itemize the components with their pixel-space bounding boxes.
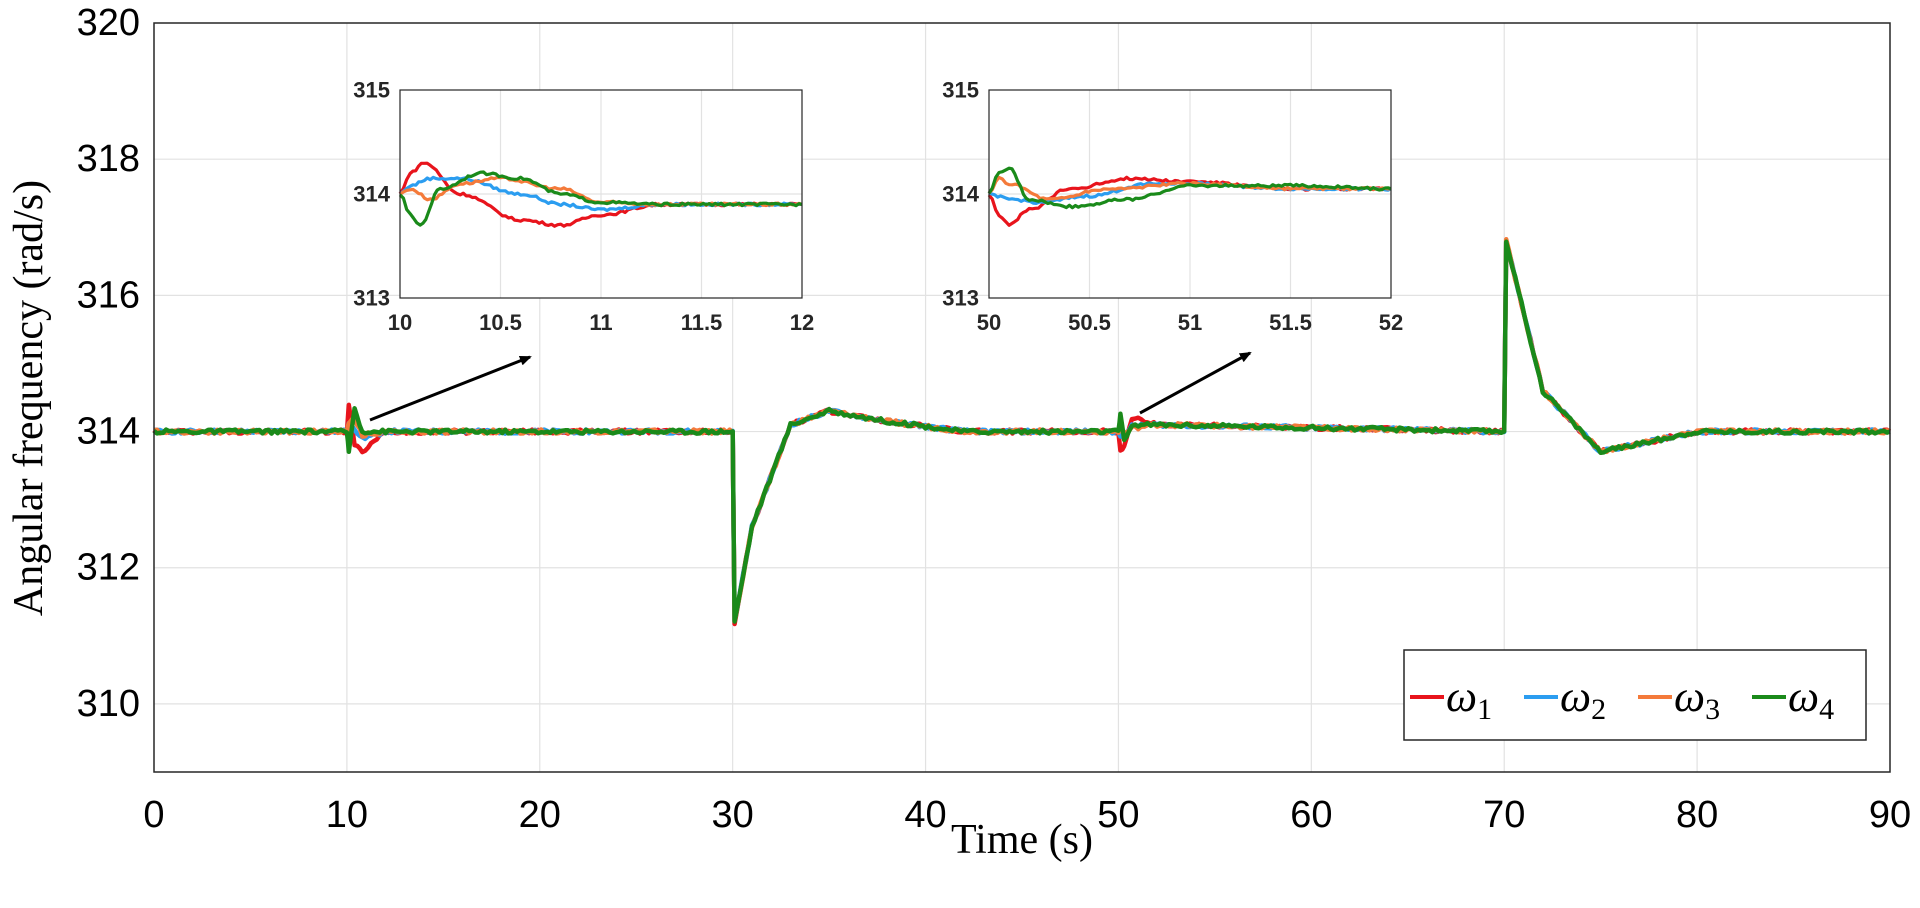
x-axis-title: Time (s) xyxy=(951,817,1093,863)
inset-2-frame xyxy=(988,89,1392,299)
legend-symbol-4: ω xyxy=(1788,672,1819,721)
inset1-x-tick-label: 12 xyxy=(790,310,814,335)
inset2-x-tick-label: 51.5 xyxy=(1269,310,1312,335)
main-y-tick-label: 320 xyxy=(77,2,140,44)
inset1-y-tick-label: 314 xyxy=(353,182,390,207)
main-y-tick-label: 310 xyxy=(77,683,140,725)
main-x-tick-label: 10 xyxy=(326,794,368,836)
main-y-tick-labels: 310 312 314 316 318 320 xyxy=(77,2,140,725)
main-x-tick-label: 0 xyxy=(143,794,164,836)
main-x-tick-labels: 0 10 20 30 40 50 60 70 80 90 xyxy=(143,794,1911,836)
inset1-x-tick-label: 11 xyxy=(589,310,612,335)
main-x-tick-label: 80 xyxy=(1676,794,1718,836)
legend-symbol-1: ω xyxy=(1446,672,1477,721)
legend-box xyxy=(1403,649,1867,741)
main-plot-frame xyxy=(153,22,1891,773)
legend-label-2: ω2 xyxy=(1560,672,1606,726)
y-axis-title: Angular frequency (rad/s) xyxy=(6,180,52,616)
inset-chart-2: 50 50.5 51 51.5 52 313 314 315 xyxy=(942,78,1403,336)
legend-subscript-4: 4 xyxy=(1819,693,1834,726)
main-x-tick-label: 60 xyxy=(1290,794,1332,836)
inset-1-frame xyxy=(399,89,803,299)
inset1-y-tick-label: 315 xyxy=(353,78,390,103)
inset1-x-tick-label: 11.5 xyxy=(681,310,723,335)
inset2-y-tick-label: 313 xyxy=(942,286,979,311)
inset-2-series-lines xyxy=(987,166,1392,227)
legend-subscript-2: 2 xyxy=(1591,693,1606,726)
inset-1-series-lines xyxy=(398,161,803,228)
zoom-arrow-2 xyxy=(1139,351,1252,415)
inset2-series-line-4 xyxy=(987,166,1392,210)
main-x-tick-label: 70 xyxy=(1483,794,1525,836)
main-x-tick-label: 30 xyxy=(712,794,754,836)
legend-items: ω1 ω2 ω3 ω4 xyxy=(1410,672,1834,726)
inset2-y-tick-label: 315 xyxy=(942,78,979,103)
inset1-series-line-4 xyxy=(398,170,803,227)
inset-2-y-tick-labels: 313 314 315 xyxy=(942,78,979,311)
inset-chart-1: 10 10.5 11 11.5 12 313 314 315 xyxy=(353,78,814,336)
inset-1-y-tick-labels: 313 314 315 xyxy=(353,78,390,311)
legend-subscript-3: 3 xyxy=(1705,693,1720,726)
inset2-y-tick-label: 314 xyxy=(942,182,979,207)
inset2-x-tick-label: 51 xyxy=(1178,310,1202,335)
main-y-tick-label: 314 xyxy=(77,411,140,453)
main-y-tick-label: 316 xyxy=(77,274,140,316)
inset1-y-tick-label: 313 xyxy=(353,286,390,311)
inset2-x-tick-label: 52 xyxy=(1379,310,1403,335)
legend-label-1: ω1 xyxy=(1446,672,1492,726)
legend: ω1 ω2 ω3 ω4 xyxy=(1403,649,1867,741)
main-x-tick-label: 40 xyxy=(904,794,946,836)
legend-label-3: ω3 xyxy=(1674,672,1720,726)
inset1-x-tick-label: 10 xyxy=(388,310,412,335)
main-x-tick-label: 20 xyxy=(519,794,561,836)
inset-2-x-tick-labels: 50 50.5 51 51.5 52 xyxy=(977,310,1403,335)
main-series-line-4 xyxy=(152,239,1891,624)
inset-1-x-tick-labels: 10 10.5 11 11.5 12 xyxy=(388,310,814,335)
legend-label-4: ω4 xyxy=(1788,672,1834,726)
inset-2-grid xyxy=(989,90,1391,298)
zoom-arrow-1 xyxy=(369,355,532,422)
main-y-tick-label: 318 xyxy=(77,138,140,180)
legend-subscript-1: 1 xyxy=(1477,693,1492,726)
inset-1-grid xyxy=(400,90,802,298)
inset2-x-tick-label: 50.5 xyxy=(1068,310,1111,335)
legend-symbol-2: ω xyxy=(1560,672,1591,721)
main-x-tick-label: 90 xyxy=(1869,794,1911,836)
legend-symbol-3: ω xyxy=(1674,672,1705,721)
main-series-lines xyxy=(152,237,1892,627)
inset1-x-tick-label: 10.5 xyxy=(479,310,522,335)
main-y-tick-label: 312 xyxy=(77,547,140,589)
main-x-tick-label: 50 xyxy=(1097,794,1139,836)
inset2-x-tick-label: 50 xyxy=(977,310,1001,335)
